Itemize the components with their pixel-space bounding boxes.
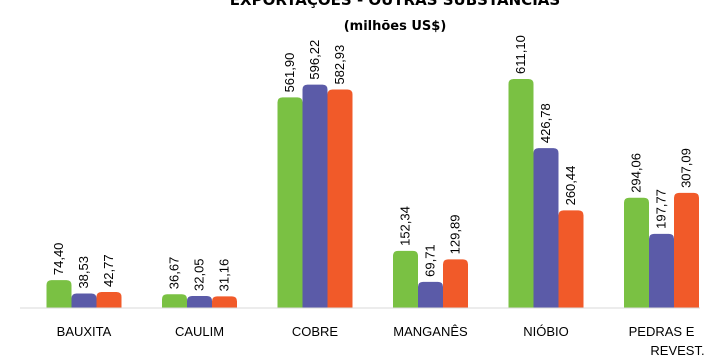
category-labels-group: BAUXITA CAULIM COBRE MANGANÊS NIÓBIO PEDRAS E…: [57, 324, 705, 358]
data-label: 74,40: [51, 243, 66, 276]
bar: [418, 281, 443, 308]
data-label: 426,78: [538, 103, 553, 143]
data-label: 42,77: [101, 254, 116, 287]
data-label: 294,06: [629, 153, 644, 193]
value-labels-group: 74,40 38,53 42,77 36,67 32,05 31,16 561,90 596,…: [51, 35, 694, 291]
category-label: BAUXITA: [57, 324, 112, 339]
bar: [674, 192, 699, 308]
category-label: REVEST.: [650, 343, 704, 358]
data-label: 197,77: [654, 189, 669, 229]
bar: [187, 295, 212, 308]
data-label: 260,44: [563, 166, 578, 206]
data-label: 38,53: [76, 256, 91, 289]
data-label: 129,89: [448, 215, 463, 255]
data-label: 611,10: [513, 35, 528, 74]
data-label: 32,05: [192, 258, 207, 291]
bar: [533, 148, 559, 308]
data-label: 152,34: [398, 206, 413, 246]
data-label: 36,67: [167, 257, 182, 290]
chart-subtitle: (milhões US$): [344, 19, 447, 34]
category-label: CAULIM: [175, 324, 224, 339]
category-label: NIÓBIO: [523, 324, 569, 339]
bar: [96, 291, 122, 308]
category-label: COBRE: [292, 324, 339, 339]
data-label: 561,90: [282, 53, 297, 93]
bar: [327, 89, 353, 308]
data-label: 596,22: [307, 40, 322, 80]
bar: [71, 293, 97, 308]
bar: [624, 197, 649, 308]
bars-group: [46, 79, 699, 308]
category-label: PEDRAS E: [629, 324, 695, 339]
chart-title: EXPORTAÇÕES - OUTRAS SUBSTÂNCIAS: [230, 0, 560, 9]
data-label: 69,71: [423, 244, 438, 277]
category-label: MANGANÊS: [393, 324, 468, 339]
bar: [302, 84, 328, 308]
bar: [46, 280, 72, 308]
bar: [443, 259, 468, 308]
bar: [277, 97, 303, 308]
data-label: 307,09: [679, 148, 694, 188]
data-label: 582,93: [332, 45, 347, 85]
bar: [558, 210, 584, 308]
bar: [508, 79, 534, 308]
bar: [393, 250, 418, 308]
bar: [162, 294, 187, 308]
data-label: 31,16: [217, 259, 232, 292]
bar: [649, 233, 674, 308]
bar: [212, 296, 237, 308]
